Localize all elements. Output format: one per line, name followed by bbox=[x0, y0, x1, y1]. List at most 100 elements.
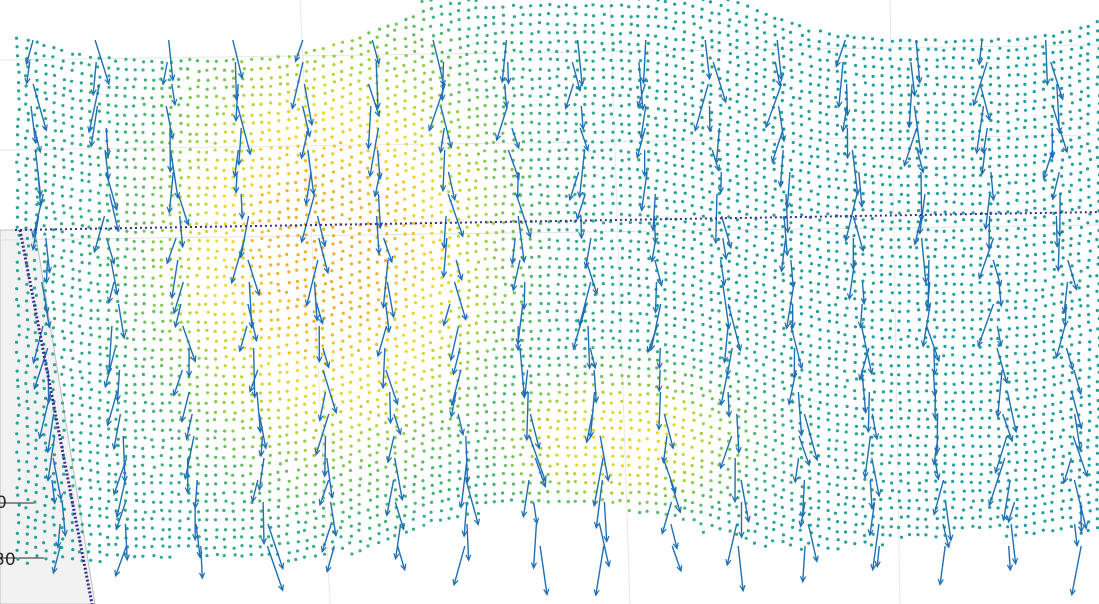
point bbox=[232, 418, 235, 421]
point bbox=[449, 210, 452, 213]
point bbox=[224, 105, 227, 108]
point bbox=[106, 203, 109, 206]
point bbox=[72, 62, 75, 65]
point bbox=[539, 41, 542, 44]
point bbox=[252, 121, 255, 124]
point bbox=[747, 391, 750, 394]
point bbox=[366, 96, 369, 99]
point bbox=[43, 530, 46, 533]
point bbox=[682, 400, 685, 403]
point bbox=[277, 289, 280, 292]
point bbox=[484, 203, 487, 206]
point bbox=[394, 47, 397, 50]
point bbox=[89, 326, 92, 329]
point bbox=[573, 446, 576, 449]
point bbox=[287, 507, 290, 510]
point bbox=[287, 299, 290, 302]
point bbox=[232, 229, 235, 232]
point bbox=[674, 12, 677, 15]
point bbox=[350, 354, 353, 357]
point bbox=[665, 97, 668, 100]
point bbox=[683, 76, 686, 79]
point bbox=[522, 411, 525, 414]
point bbox=[564, 30, 567, 33]
point bbox=[214, 411, 217, 414]
point bbox=[205, 230, 208, 233]
point bbox=[629, 274, 632, 277]
point bbox=[546, 22, 549, 25]
point bbox=[278, 352, 281, 355]
point bbox=[691, 349, 694, 352]
point bbox=[313, 355, 316, 358]
point bbox=[43, 109, 46, 112]
point bbox=[774, 493, 777, 496]
point bbox=[223, 401, 226, 404]
point bbox=[745, 52, 748, 55]
point bbox=[557, 211, 560, 214]
point bbox=[736, 182, 739, 185]
point bbox=[537, 131, 540, 134]
point bbox=[691, 266, 694, 269]
point bbox=[404, 18, 407, 21]
point bbox=[602, 282, 605, 285]
point bbox=[727, 277, 730, 280]
point bbox=[440, 23, 443, 26]
point bbox=[348, 316, 351, 319]
point bbox=[475, 322, 478, 325]
point bbox=[764, 291, 767, 294]
point bbox=[547, 130, 550, 133]
point bbox=[476, 331, 479, 334]
point bbox=[16, 261, 19, 264]
point bbox=[726, 79, 729, 82]
point bbox=[538, 148, 541, 151]
point bbox=[169, 464, 172, 467]
point bbox=[378, 325, 381, 328]
point bbox=[62, 204, 65, 207]
point bbox=[549, 480, 552, 483]
point bbox=[81, 467, 84, 470]
point bbox=[611, 131, 614, 134]
point bbox=[187, 123, 190, 126]
point bbox=[359, 124, 362, 127]
point bbox=[602, 57, 605, 60]
point bbox=[476, 134, 479, 137]
point bbox=[764, 426, 767, 429]
point bbox=[521, 446, 524, 449]
point bbox=[583, 473, 586, 476]
point bbox=[422, 224, 425, 227]
point bbox=[277, 535, 280, 538]
point bbox=[781, 300, 784, 303]
point bbox=[765, 228, 768, 231]
point bbox=[420, 28, 423, 31]
point bbox=[468, 188, 471, 191]
point bbox=[593, 94, 596, 97]
point bbox=[241, 114, 244, 117]
point bbox=[411, 403, 414, 406]
point bbox=[504, 455, 507, 458]
point bbox=[763, 390, 766, 393]
point bbox=[647, 249, 650, 252]
point bbox=[161, 330, 164, 333]
point bbox=[395, 282, 398, 285]
point bbox=[350, 345, 353, 348]
point bbox=[106, 536, 109, 539]
point bbox=[413, 321, 416, 324]
point bbox=[71, 160, 74, 163]
point bbox=[241, 292, 244, 295]
point bbox=[691, 481, 694, 484]
point bbox=[675, 100, 678, 103]
point bbox=[368, 527, 371, 530]
point bbox=[692, 15, 695, 18]
point bbox=[636, 24, 639, 27]
point bbox=[503, 185, 506, 188]
point bbox=[522, 105, 525, 108]
point bbox=[395, 229, 398, 232]
point bbox=[629, 418, 632, 421]
point bbox=[503, 195, 506, 198]
point bbox=[699, 232, 702, 235]
point bbox=[198, 70, 201, 73]
point bbox=[746, 41, 749, 44]
point bbox=[314, 327, 317, 330]
point bbox=[51, 335, 54, 338]
point bbox=[666, 386, 669, 389]
